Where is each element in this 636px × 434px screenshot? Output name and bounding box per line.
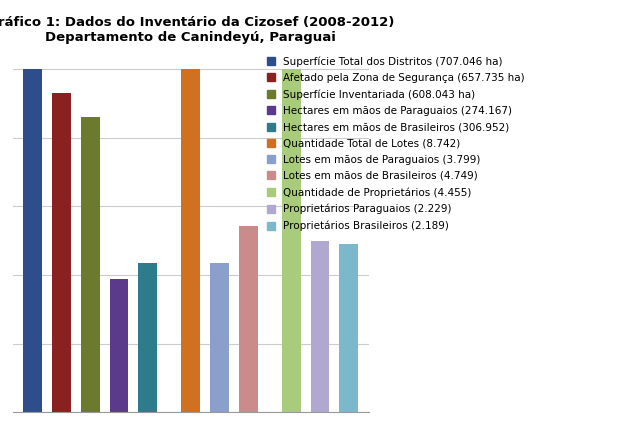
Bar <box>139 263 157 412</box>
Bar <box>109 279 128 412</box>
Bar <box>24 69 42 412</box>
Bar <box>52 93 71 412</box>
Bar <box>81 117 100 412</box>
Bar <box>282 69 301 412</box>
Bar <box>311 240 329 412</box>
Bar <box>210 263 229 412</box>
Bar <box>181 69 200 412</box>
Legend: Superfície Total dos Distritos (707.046 ha), Afetado pela Zona de Segurança (657: Superfície Total dos Distritos (707.046 … <box>263 52 529 235</box>
Bar <box>239 226 258 412</box>
Title: Gráfico 1: Dados do Inventário da Cizosef (2008-2012)
Departamento de Canindeyú,: Gráfico 1: Dados do Inventário da Cizose… <box>0 16 394 44</box>
Bar <box>340 244 358 412</box>
